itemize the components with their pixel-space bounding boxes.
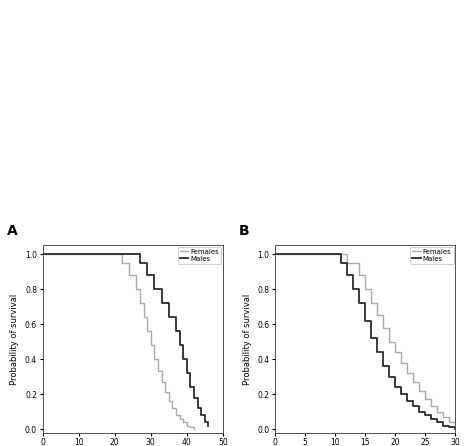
Males xyxy=(416,409,422,414)
Males xyxy=(180,356,186,362)
Females xyxy=(380,325,386,330)
Text: B: B xyxy=(239,224,249,238)
Females xyxy=(386,339,392,344)
Males xyxy=(166,314,172,320)
Line: Females: Females xyxy=(43,254,194,429)
Males xyxy=(152,286,157,292)
Males xyxy=(338,260,344,265)
Males xyxy=(422,413,428,418)
Males xyxy=(195,405,201,411)
Males xyxy=(368,335,374,341)
Line: Males: Males xyxy=(275,254,455,429)
Females xyxy=(141,314,146,320)
Females xyxy=(119,260,125,265)
Males xyxy=(446,425,452,430)
Females xyxy=(344,260,350,265)
Males xyxy=(404,398,410,404)
Males xyxy=(398,392,404,397)
Legend: Females, Males: Females, Males xyxy=(410,247,454,264)
Line: Females: Females xyxy=(275,254,455,425)
Males xyxy=(137,260,143,265)
Females xyxy=(362,286,368,292)
Males xyxy=(350,286,356,292)
Line: Males: Males xyxy=(43,254,209,425)
Legend: Females, Males: Females, Males xyxy=(178,247,221,264)
Females xyxy=(155,369,161,374)
Males xyxy=(144,273,150,278)
Males xyxy=(191,395,197,400)
Females xyxy=(356,273,362,278)
Males xyxy=(326,252,332,257)
Males xyxy=(392,384,398,390)
Text: A: A xyxy=(7,224,18,238)
Females xyxy=(166,398,172,404)
Females xyxy=(434,409,440,414)
Females xyxy=(404,371,410,376)
Males xyxy=(380,363,386,369)
Males xyxy=(206,423,211,428)
Females xyxy=(332,252,338,257)
Females xyxy=(148,343,154,348)
Females xyxy=(112,252,118,257)
Males xyxy=(410,404,416,409)
Females xyxy=(177,416,182,421)
Females xyxy=(410,379,416,384)
Females xyxy=(126,273,132,278)
Males xyxy=(40,252,46,257)
Males xyxy=(428,416,434,421)
Females xyxy=(272,252,278,257)
Males xyxy=(434,419,440,425)
Y-axis label: Probability of survival: Probability of survival xyxy=(243,293,252,384)
Females xyxy=(180,419,186,425)
Females xyxy=(452,423,458,428)
Females xyxy=(159,379,164,384)
Males xyxy=(386,374,392,379)
Females xyxy=(191,426,197,432)
Males xyxy=(198,413,204,418)
Males xyxy=(188,384,193,390)
Females xyxy=(428,404,434,409)
Females xyxy=(416,388,422,393)
Males xyxy=(356,301,362,306)
Males xyxy=(184,371,190,376)
Females xyxy=(392,349,398,355)
Females xyxy=(188,425,193,430)
Males xyxy=(362,318,368,323)
Males xyxy=(159,301,164,306)
Males xyxy=(272,252,278,257)
Females xyxy=(368,301,374,306)
Males xyxy=(374,349,380,355)
Females xyxy=(422,396,428,402)
Females xyxy=(40,252,46,257)
Females xyxy=(152,356,157,362)
Females xyxy=(184,423,190,428)
Females xyxy=(162,390,168,395)
Males xyxy=(173,328,179,334)
Males xyxy=(130,252,136,257)
Males xyxy=(344,273,350,278)
Females xyxy=(170,405,175,411)
Females xyxy=(137,301,143,306)
Females xyxy=(374,313,380,318)
Females xyxy=(134,286,139,292)
Females xyxy=(440,414,446,420)
Males xyxy=(177,343,182,348)
Males xyxy=(452,426,458,432)
Males xyxy=(440,423,446,428)
Females xyxy=(446,419,452,425)
Females xyxy=(398,360,404,365)
Males xyxy=(202,419,208,425)
Females xyxy=(144,328,150,334)
Y-axis label: Probability of survival: Probability of survival xyxy=(10,293,19,384)
Females xyxy=(173,413,179,418)
